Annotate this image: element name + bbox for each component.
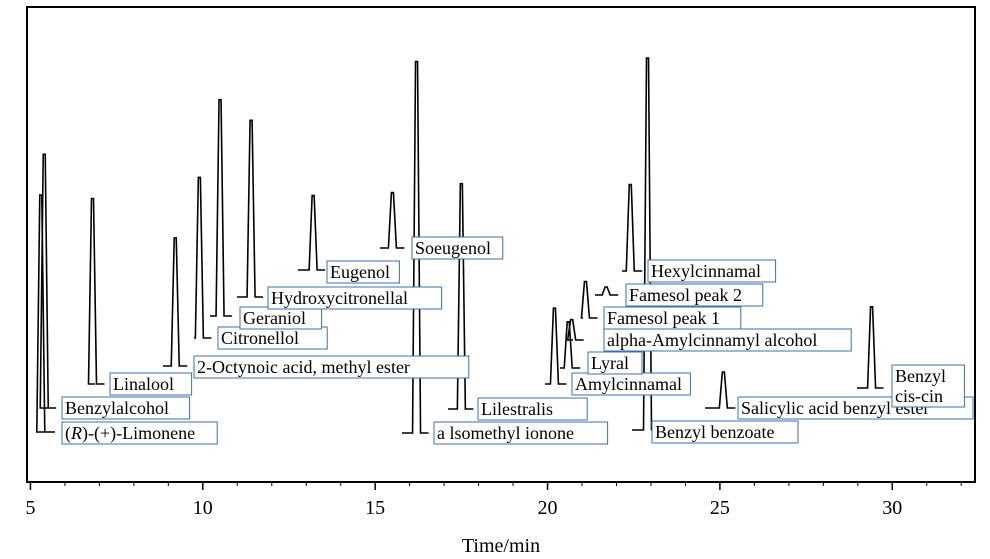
peak-trace xyxy=(560,321,581,369)
plot-frame xyxy=(26,6,976,483)
peak-trace xyxy=(380,191,405,249)
peak-label: Lyral xyxy=(587,351,643,375)
peak-label-text: Famesol peak 1 xyxy=(607,308,720,328)
peak-trace xyxy=(402,60,429,434)
peak-label-text: Hydroxycitronellal xyxy=(271,288,408,308)
peak-label-text: Hexylcinnamal xyxy=(651,261,761,281)
x-tick-label: 15 xyxy=(365,497,385,519)
peak-label-text: Eugenol xyxy=(330,262,390,282)
peak-label: Hexylcinnamal xyxy=(647,259,777,283)
peak-label: Geraniol xyxy=(239,306,323,330)
peak-label-text: cis-cin xyxy=(895,386,943,406)
peak-trace xyxy=(705,371,736,409)
peak-trace xyxy=(87,197,105,385)
peak-trace xyxy=(595,286,619,296)
label-box xyxy=(477,397,588,421)
peak-trace xyxy=(545,307,567,385)
chromatogram-traces xyxy=(35,57,884,434)
peak-trace xyxy=(237,119,264,298)
peak-trace xyxy=(857,306,884,389)
x-tick-label: 20 xyxy=(538,497,558,519)
peak-labels: (R)-(+)-Limonene Benzylalcohol Linalool 2-O… xyxy=(61,236,974,445)
label-box xyxy=(433,421,609,445)
label-box xyxy=(587,351,643,375)
peak-label-text: Geraniol xyxy=(243,308,306,328)
peak-label: a lsomethyl ionone xyxy=(433,421,609,445)
x-tick-label: 30 xyxy=(882,497,902,519)
peak-label-text: Citronellol xyxy=(221,328,299,348)
peak-trace xyxy=(35,194,55,433)
peak-label-text: Famesol peak 2 xyxy=(629,285,742,305)
peak-label-text: Benzyl xyxy=(895,366,946,386)
peak-label: Lilestralis xyxy=(477,397,588,421)
peak-label: Hydroxycitronellal xyxy=(267,286,443,310)
peak-trace xyxy=(298,194,326,271)
label-box xyxy=(651,420,799,444)
peak-label-text: Salicylic acid benzyl ester xyxy=(741,398,929,418)
peak-trace xyxy=(622,183,643,272)
peak-label-text: Linalool xyxy=(113,374,174,394)
label-box xyxy=(109,372,193,396)
label-box xyxy=(267,286,443,310)
peak-trace xyxy=(194,176,212,339)
peak-label-text: Lilestralis xyxy=(481,399,553,419)
peak-trace xyxy=(210,98,233,317)
peak-trace xyxy=(580,280,598,319)
label-box xyxy=(61,396,191,420)
label-box xyxy=(61,421,218,445)
peak-label-text: Soeugenol xyxy=(415,238,491,258)
peak-trace xyxy=(448,182,474,410)
x-tick-label: 10 xyxy=(193,497,213,519)
peak-label: Benzyl benzoate xyxy=(651,420,799,444)
label-box xyxy=(603,306,742,330)
label-box xyxy=(625,283,764,307)
label-box xyxy=(891,364,965,408)
x-axis: 5 10 15 20 25 30 xyxy=(25,482,962,519)
peak-trace xyxy=(39,153,57,409)
peak-trace xyxy=(566,318,584,341)
peak-label-text: (R)-(+)-Limonene xyxy=(65,423,195,444)
peak-label-text: Lyral xyxy=(591,353,629,373)
peak-label-text: alpha-Amylcinnamyl alcohol xyxy=(607,330,817,350)
x-tick-label: 25 xyxy=(710,497,730,519)
peak-label: Soeugenol xyxy=(411,236,504,260)
peak-label: Linalool xyxy=(109,372,193,396)
x-axis-title: Time/min xyxy=(462,535,540,557)
label-box xyxy=(411,236,504,260)
peak-label: Amylcinnamal xyxy=(571,372,691,396)
x-tick-label: 5 xyxy=(25,497,35,519)
peak-trace xyxy=(163,237,188,367)
peak-label-text: Amylcinnamal xyxy=(575,374,682,394)
peak-label-text: Benzylalcohol xyxy=(65,398,169,418)
peak-label: Famesol peak 1 xyxy=(603,306,742,330)
peak-label: 2-Octynoic acid, methyl ester xyxy=(193,355,470,379)
peak-label: alpha-Amylcinnamyl alcohol xyxy=(603,328,852,352)
peak-label: Citronellol xyxy=(217,326,328,350)
label-box xyxy=(193,355,470,379)
peak-label: Famesol peak 2 xyxy=(625,283,764,307)
peak-label-text: 2-Octynoic acid, methyl ester xyxy=(197,357,410,377)
peak-label: Benzylalcohol xyxy=(61,396,191,420)
label-box xyxy=(326,260,400,284)
peak-label: (R)-(+)-Limonene xyxy=(61,421,218,445)
peak-label-text: Benzyl benzoate xyxy=(655,422,774,442)
peak-label: Eugenol xyxy=(326,260,400,284)
label-box xyxy=(647,259,777,283)
peak-label-text: a lsomethyl ionone xyxy=(437,423,574,443)
